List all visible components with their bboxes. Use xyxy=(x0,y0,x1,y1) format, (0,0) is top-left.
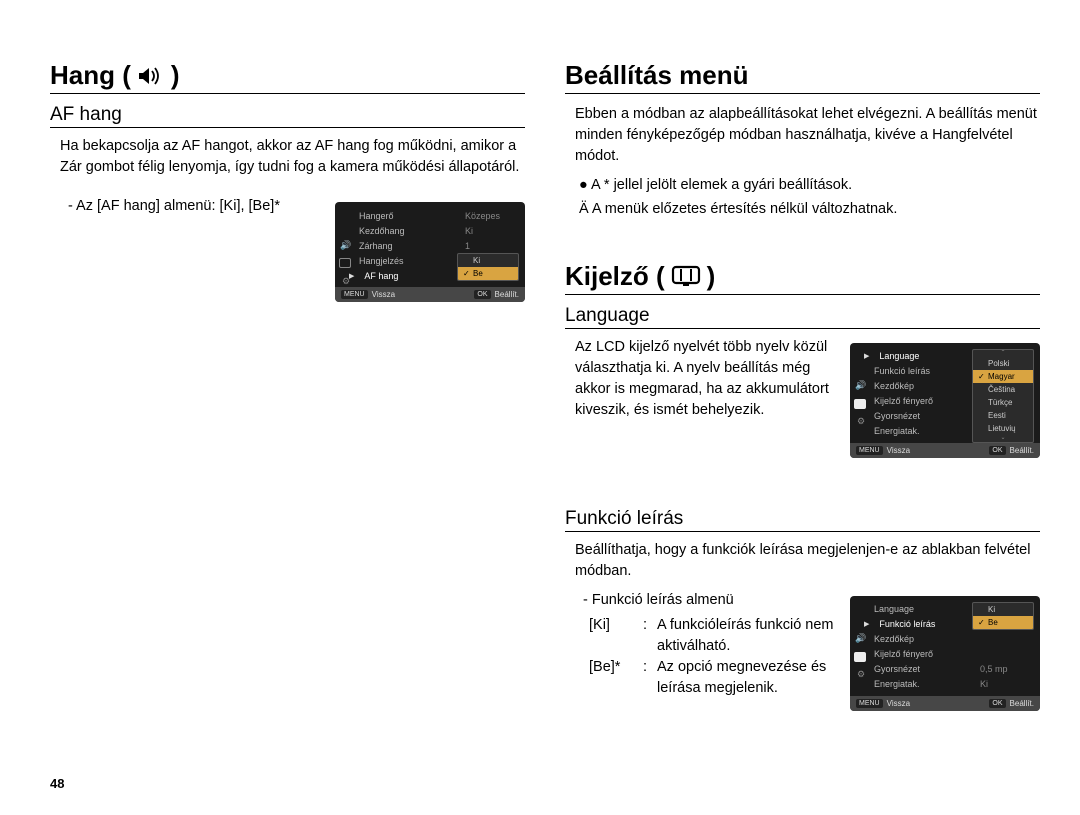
lcd-row: Kijelző fényerő xyxy=(850,647,1040,662)
beallitas-desc: Ebben a módban az alapbeállításokat lehe… xyxy=(575,104,1040,167)
lcd-footer: MENUVisszaOKBeállít. xyxy=(335,287,525,302)
hang-title-close: ) xyxy=(171,60,180,91)
lcd-row: Kezdőkép xyxy=(850,632,1040,647)
lcd-side-icons: 🔊⚙ xyxy=(854,379,868,429)
kijelzo-title-close: ) xyxy=(707,261,716,292)
kijelzo-title: Kijelző ( ) xyxy=(565,261,1040,295)
beallitas-title: Beállítás menü xyxy=(565,60,1040,94)
funkcio-options: [Ki]:A funkcióleírás funkció nem aktivál… xyxy=(589,615,838,699)
beallitas-bullets: ● A * jellel jelölt elemek a gyári beáll… xyxy=(579,175,1040,221)
funkcio-lcd: 🔊⚙LanguageMagyar▶Funkció leírásKezdőképK… xyxy=(850,590,1040,711)
lcd-submenu: Ki✓Be xyxy=(457,253,519,281)
af-hang-submenu-note: - Az [AF hang] almenü: [Ki], [Be]* xyxy=(68,196,323,217)
right-column: Beállítás menü Ebben a módban az alapbeá… xyxy=(565,60,1040,711)
af-hang-lcd: 🔊⚙HangerőKözepesKezdőhangKiZárhang1Hangj… xyxy=(335,196,525,302)
language-lcd: 🔊⚙▶LanguageFunkció leírásKezdőképKijelző… xyxy=(850,337,1040,458)
lcd-row: Gyorsnézet0,5 mp xyxy=(850,662,1040,677)
hang-title: Hang ( ) xyxy=(50,60,525,94)
bullet-factory: ● A * jellel jelölt elemek a gyári beáll… xyxy=(579,175,1040,197)
kijelzo-title-text: Kijelző ( xyxy=(565,261,665,292)
option-row: [Be]*:Az opció megnevezése és leírása me… xyxy=(589,657,838,699)
page-number: 48 xyxy=(50,776,64,791)
funkcio-heading: Funkció leírás xyxy=(565,508,1040,532)
lcd-row: Zárhang1 xyxy=(335,238,525,253)
bullet-change: Ä A menük előzetes értesítés nélkül vált… xyxy=(579,199,1040,221)
lcd-side-icons: 🔊⚙ xyxy=(339,238,353,288)
language-heading: Language xyxy=(565,305,1040,329)
lcd-footer: MENUVisszaOKBeállít. xyxy=(850,443,1040,458)
funkcio-desc: Beállíthatja, hogy a funkciók leírása me… xyxy=(575,540,1040,582)
left-column: Hang ( ) AF hang Ha bekapcsolja az AF ha… xyxy=(50,60,525,711)
language-desc: Az LCD kijelző nyelvét több nyelv közül … xyxy=(575,337,838,421)
display-icon xyxy=(671,265,701,287)
lcd-side-icons: 🔊⚙ xyxy=(854,632,868,682)
af-hang-heading: AF hang xyxy=(50,104,525,128)
funkcio-submenu-label: - Funkció leírás almenü xyxy=(583,590,838,611)
lcd-row: HangerőKözepes xyxy=(335,208,525,223)
lcd-footer: MENUVisszaOKBeállít. xyxy=(850,696,1040,711)
lcd-row: Energiatak.Ki xyxy=(850,677,1040,692)
option-row: [Ki]:A funkcióleírás funkció nem aktivál… xyxy=(589,615,838,657)
lcd-submenu: Ki✓Be xyxy=(972,602,1034,630)
lcd-row: KezdőhangKi xyxy=(335,223,525,238)
sound-icon xyxy=(137,65,165,87)
af-hang-desc: Ha bekapcsolja az AF hangot, akkor az AF… xyxy=(60,136,525,178)
lcd-submenu: ⌃Polski✓MagyarČeštinaTürkçeEestiLietuvių… xyxy=(972,349,1034,443)
hang-title-text: Hang ( xyxy=(50,60,131,91)
